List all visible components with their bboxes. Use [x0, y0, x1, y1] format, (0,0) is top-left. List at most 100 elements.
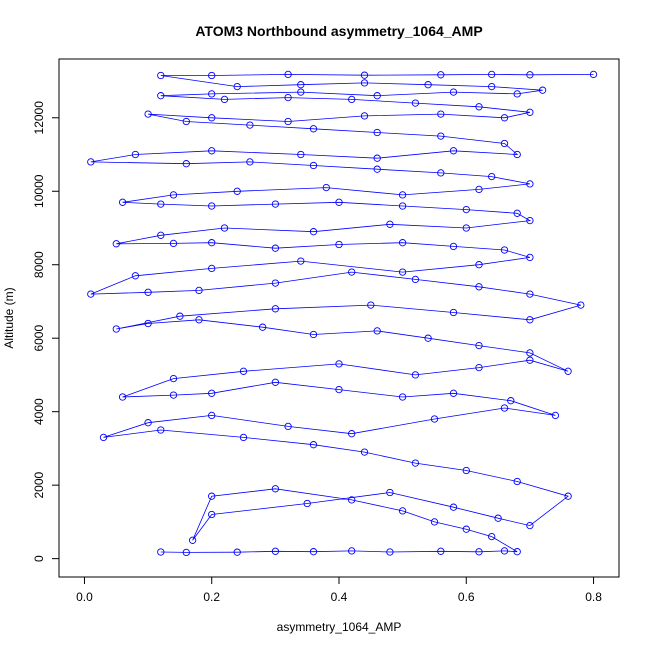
data-point [169, 239, 178, 248]
data-point [271, 485, 280, 493]
data-point [475, 103, 483, 111]
data-point [208, 264, 216, 273]
data-point [373, 154, 381, 162]
data-point [526, 349, 534, 357]
x-axis: 0.0 0.2 0.4 0.6 0.8 [76, 576, 602, 604]
x-tick-label: 0.2 [203, 590, 220, 604]
data-point [507, 397, 515, 405]
data-point [169, 191, 178, 199]
data-point [386, 488, 394, 497]
data-point [398, 191, 407, 199]
data-point [309, 441, 318, 449]
y-tick-label: 12000 [32, 101, 46, 135]
data-point [411, 459, 420, 467]
data-point [526, 316, 534, 324]
data-point [176, 312, 184, 320]
data-point [500, 139, 509, 148]
data-point [239, 433, 248, 442]
data-point [335, 198, 343, 206]
data-point [208, 510, 216, 519]
series-line [90, 73, 594, 553]
data-point [449, 147, 458, 155]
data-point [488, 172, 496, 181]
data-point [233, 548, 241, 556]
data-point [513, 548, 521, 556]
data-point [475, 363, 483, 372]
data-point [411, 275, 420, 284]
data-point [246, 121, 254, 129]
data-point [118, 198, 127, 206]
data-point [144, 419, 152, 427]
data-point [182, 548, 190, 557]
data-point [500, 114, 509, 122]
data-point [208, 239, 216, 247]
data-point [589, 70, 598, 79]
data-point [398, 268, 407, 276]
data-point [118, 393, 127, 401]
y-tick-label: 6000 [32, 325, 46, 352]
data-point [220, 224, 229, 232]
x-tick-label: 0.0 [76, 590, 93, 604]
data-point [386, 548, 394, 556]
data-point [157, 92, 165, 100]
data-point [449, 308, 458, 317]
data-point [526, 253, 534, 262]
data-point [564, 367, 572, 375]
data-point [348, 430, 356, 438]
data-point [475, 185, 483, 194]
data-point [131, 150, 140, 159]
y-tick-label: 8000 [32, 251, 46, 278]
data-point [271, 305, 280, 313]
data-point [437, 547, 445, 555]
y-tick-label: 0 [32, 555, 46, 562]
data-point [297, 150, 305, 159]
data-point [449, 503, 458, 511]
data-point [449, 242, 458, 251]
data-point [258, 323, 267, 331]
data-point [500, 404, 509, 412]
x-tick-label: 0.4 [331, 590, 348, 604]
data-point [188, 536, 197, 544]
data-point [373, 128, 381, 137]
data-point [169, 374, 178, 383]
data-point [144, 110, 152, 118]
data-point [386, 220, 394, 228]
data-point [309, 228, 318, 236]
data-point [424, 81, 432, 89]
data-point [309, 161, 318, 170]
data-point [87, 158, 95, 166]
data-point [500, 246, 509, 254]
data-point [462, 466, 470, 475]
data-point [246, 158, 254, 166]
data-point [462, 525, 470, 533]
data-point [233, 187, 241, 195]
data-point [526, 521, 534, 530]
data-point [437, 110, 445, 118]
data-point [526, 290, 534, 298]
data-point [157, 71, 165, 80]
data-point [169, 391, 178, 399]
data-point [398, 202, 407, 210]
data-point [271, 200, 280, 208]
y-axis: 0 2000 4000 6000 8000 10000 12000 [32, 101, 60, 562]
data-point [322, 183, 330, 192]
data-point [297, 81, 305, 89]
data-point [424, 334, 432, 342]
data-point [112, 240, 120, 248]
data-point [157, 548, 165, 556]
data-point [488, 82, 496, 91]
data-point [208, 202, 216, 210]
data-point [208, 411, 216, 420]
data-point [360, 448, 369, 456]
data-point [182, 160, 190, 168]
y-tick-label: 4000 [32, 398, 46, 425]
data-point [195, 286, 203, 295]
data-point [208, 90, 216, 98]
data-point [335, 360, 343, 368]
data-point [182, 117, 190, 126]
data-point [112, 325, 120, 333]
data-point [360, 71, 369, 79]
data-point [208, 71, 216, 80]
data-point [131, 272, 140, 280]
